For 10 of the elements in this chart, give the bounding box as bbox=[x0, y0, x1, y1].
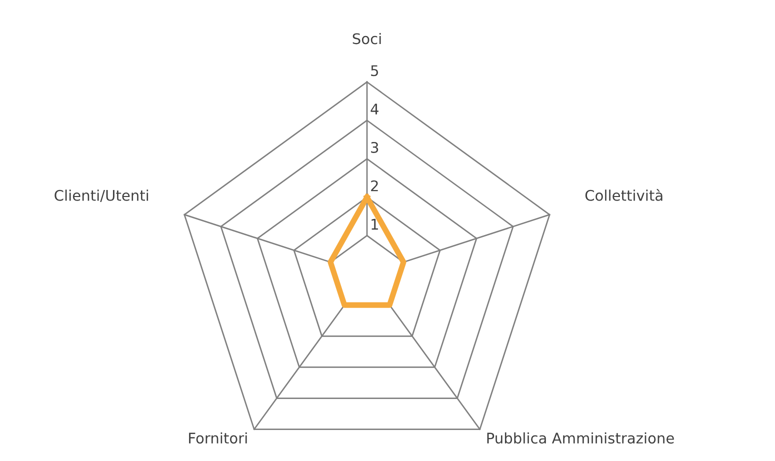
spoke-label: Clienti/Utenti bbox=[54, 190, 148, 202]
y-tick-label: 3 bbox=[371, 142, 378, 153]
y-tick-label: 1 bbox=[372, 218, 378, 230]
y-tick-label: 5 bbox=[371, 65, 378, 76]
y-tick-label: 2 bbox=[371, 180, 378, 192]
spoke-label: Soci bbox=[352, 32, 381, 44]
spoke-label: Collettività bbox=[585, 189, 662, 201]
spoke-label: Pubblica Amministrazione bbox=[487, 432, 674, 444]
spoke-label: Fornitori bbox=[189, 432, 247, 444]
y-tick-label: 4 bbox=[370, 104, 378, 114]
